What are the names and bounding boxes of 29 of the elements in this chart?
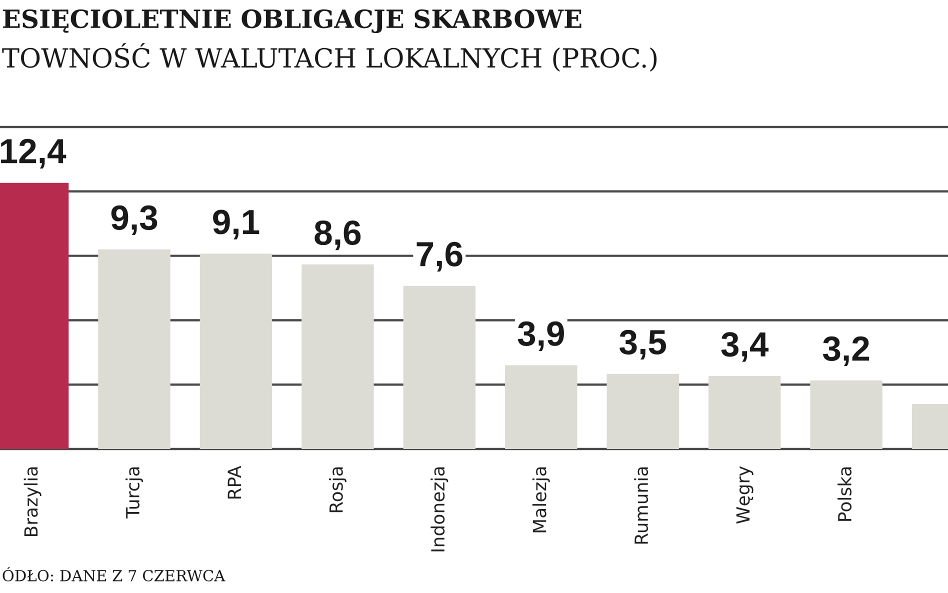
bar — [810, 380, 882, 450]
bar — [302, 264, 374, 450]
x-tick-label: Polska — [838, 467, 852, 521]
data-label: 8,6 — [314, 220, 361, 250]
x-tick-label: Brazylia — [24, 467, 42, 536]
x-tick-label: Rosja — [328, 467, 346, 512]
data-label: 7,6 — [416, 242, 462, 272]
x-tick-label: RPA — [228, 466, 241, 499]
x-tick-label: Rumunia — [634, 467, 648, 544]
chart-title: ESIĘCIOLETNIE OBLIGACJE SKARBOWE — [3, 9, 582, 34]
data-label: 3,9 — [518, 321, 564, 351]
chart-subtitle: TOWNOŚĆ W WALUTACH LOKALNYCH (PROC.) — [2, 43, 657, 72]
bar — [708, 376, 781, 450]
x-tick-label: Węgry — [736, 466, 754, 524]
x-tick-label: Turcja — [126, 467, 144, 519]
bar — [200, 254, 272, 450]
bar — [403, 286, 476, 450]
x-tick-label: Indonezja — [430, 467, 448, 552]
data-label: 3,2 — [822, 336, 870, 366]
data-label: 12,4 — [0, 138, 66, 169]
x-tick-label: Malezja — [532, 467, 550, 532]
bar — [505, 365, 578, 450]
data-label: 9,1 — [213, 210, 260, 240]
text: ÓDŁO: DANE Z 7 CZERWCA — [2, 567, 226, 582]
bar — [606, 374, 679, 450]
data-label: 3,4 — [721, 332, 769, 362]
data-label: 9,3 — [111, 205, 158, 236]
data-label: 3,5 — [620, 330, 666, 360]
bar — [98, 249, 170, 450]
